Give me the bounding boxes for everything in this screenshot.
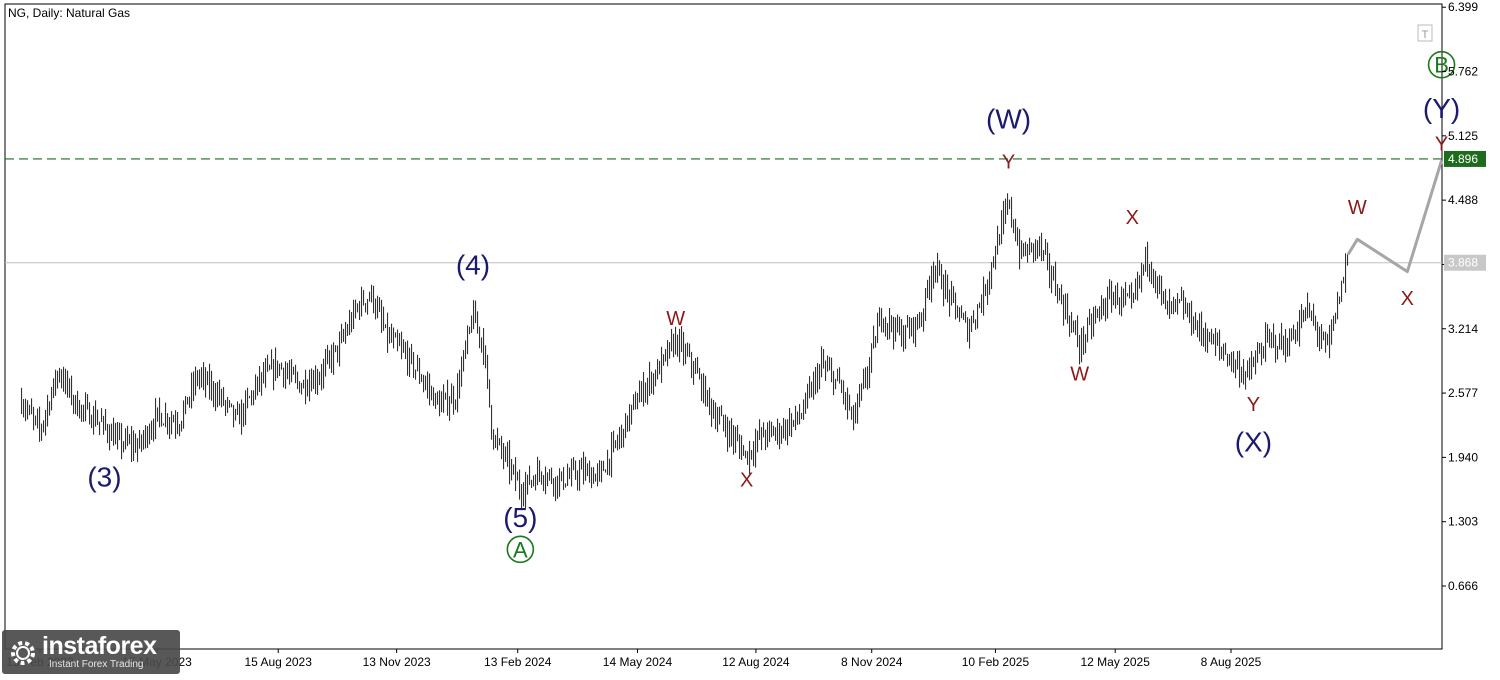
wave-label: Y bbox=[1247, 394, 1260, 416]
y-tick-label: 2.577 bbox=[1448, 386, 1478, 400]
forecast-path bbox=[1346, 160, 1443, 274]
x-tick-label: 12 Aug 2024 bbox=[722, 655, 790, 669]
x-tick-label: 10 Feb 2025 bbox=[962, 655, 1030, 669]
text-tool-icon: T bbox=[1422, 29, 1429, 41]
wave-circle bbox=[1427, 50, 1456, 79]
wave-label: (W) bbox=[986, 103, 1031, 134]
wave-label: (4) bbox=[456, 250, 490, 281]
wave-label: X bbox=[1401, 288, 1414, 310]
target-price-tag bbox=[1444, 150, 1486, 167]
wave-label: B bbox=[1434, 53, 1449, 78]
wave-label: X bbox=[740, 470, 753, 492]
wave-label: (X) bbox=[1235, 426, 1272, 457]
wave-circle bbox=[506, 535, 535, 564]
current-price-label: 3.868 bbox=[1448, 256, 1478, 270]
gear-icon bbox=[11, 641, 35, 665]
tool-button[interactable] bbox=[1417, 24, 1433, 42]
x-tick-label: 13 Feb 2024 bbox=[484, 655, 552, 669]
y-tick-label: 6.399 bbox=[1448, 0, 1478, 14]
y-tick-label: 1.303 bbox=[1448, 515, 1478, 529]
x-tick-label: 8 Aug 2025 bbox=[1201, 655, 1262, 669]
y-tick-label: 5.762 bbox=[1448, 65, 1478, 79]
target-price-label: 4.896 bbox=[1448, 152, 1478, 166]
y-tick-label: 1.940 bbox=[1448, 450, 1478, 464]
wave-label: Y bbox=[1435, 133, 1448, 155]
wave-label: W bbox=[666, 308, 685, 330]
current-price-tag bbox=[1444, 254, 1486, 271]
y-tick-label: 0.666 bbox=[1448, 579, 1478, 593]
wave-label: X bbox=[1126, 207, 1139, 229]
x-tick-label: 13 Nov 2023 bbox=[363, 655, 431, 669]
wave-label: W bbox=[1070, 364, 1089, 386]
x-tick-label: 14 May 2024 bbox=[603, 655, 673, 669]
wave-label: A bbox=[513, 537, 528, 562]
logo-tagline: Instant Forex Trading bbox=[49, 659, 144, 670]
plot-area bbox=[4, 3, 1443, 650]
chart-title: NG, Daily: Natural Gas bbox=[8, 6, 130, 20]
wave-label: Y bbox=[1002, 152, 1015, 174]
x-tick-label: 12 May 2025 bbox=[1080, 655, 1150, 669]
wave-label: W bbox=[1348, 197, 1367, 219]
y-tick-label: 4.488 bbox=[1448, 193, 1478, 207]
wave-label: (Y) bbox=[1423, 93, 1460, 124]
instaforex-logo: instaforex Instant Forex Trading bbox=[2, 630, 180, 674]
y-tick-label: 5.125 bbox=[1448, 129, 1478, 143]
wave-label: (3) bbox=[87, 462, 121, 493]
x-tick-label: 8 Nov 2024 bbox=[841, 655, 903, 669]
x-tick-label: 15 Aug 2023 bbox=[244, 655, 312, 669]
logo-brand: instaforex bbox=[42, 632, 157, 660]
wave-label: (5) bbox=[503, 502, 537, 533]
y-tick-label: 3.214 bbox=[1448, 322, 1478, 336]
